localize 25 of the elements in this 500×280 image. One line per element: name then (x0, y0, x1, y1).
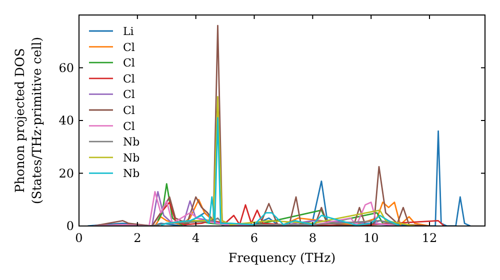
legend-label: Cl (123, 88, 136, 102)
legend-label: Cl (123, 104, 136, 117)
y-axis-title: Phonon projected DOS (States/THz·primitive cell) (12, 36, 44, 204)
legend-label: Cl (123, 56, 136, 70)
y-tick-label: 60 (58, 60, 74, 75)
legend-label: Cl (123, 120, 136, 133)
legend-label: Cl (123, 72, 136, 86)
legend-label: Cl (123, 40, 136, 54)
line-series (92, 24, 430, 226)
legend-label: Nb (123, 136, 140, 149)
x-tick-label: 8 (308, 231, 316, 245)
y-tick-label: 40 (58, 114, 74, 128)
line-series (160, 117, 401, 226)
x-tick-label: 12 (422, 231, 438, 245)
x-axis-title: Frequency (THz) (228, 250, 336, 265)
x-tick-label: 4 (192, 231, 200, 245)
x-tick-label: 0 (75, 231, 83, 245)
x-tick-label: 2 (134, 231, 142, 245)
x-tick-label: 6 (250, 231, 258, 245)
legend-label: Li (123, 25, 134, 38)
y-tick-label: 20 (58, 166, 74, 180)
y-tick-label: 0 (66, 219, 74, 233)
x-tick-label: 10 (363, 231, 379, 245)
legend-label: Nb (123, 167, 140, 180)
legend-label: Nb (123, 151, 140, 164)
